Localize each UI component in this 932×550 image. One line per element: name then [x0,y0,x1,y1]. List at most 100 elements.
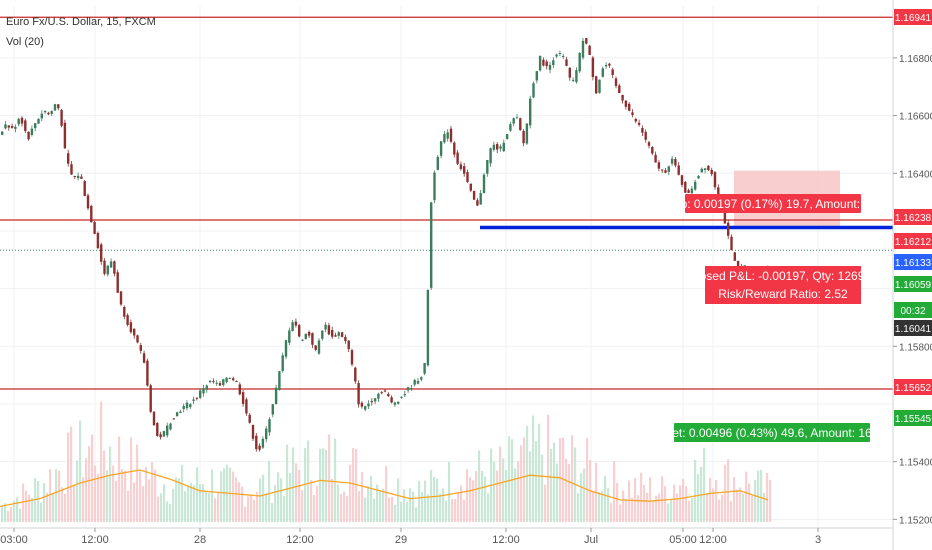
volume-bar [10,507,13,522]
candle-body [67,153,70,164]
symbol-title: Euro Fx/U.S. Dollar, 15, FXCM [6,16,156,28]
candle-body [522,131,525,144]
price-badge [894,410,932,426]
volume-bar [748,483,751,522]
volume-bar [316,486,319,522]
volume-bar [49,469,52,522]
candle-body [278,371,281,391]
volume-bar [268,460,271,522]
candle-body [654,154,657,163]
volume-bar [349,464,352,522]
candle-body [674,158,677,166]
volume-bar [379,491,382,522]
volume-bar [181,464,184,522]
volume-bar [253,499,256,522]
candle-body [93,221,96,234]
candle-body [7,125,10,128]
volume-bar [283,495,286,522]
volume-bar [571,435,574,522]
volume-bar [646,492,649,522]
candle-body [548,64,552,70]
candle-body [185,402,189,409]
candle-body [502,142,505,152]
candle-body [129,322,133,333]
volume-bar [505,469,508,522]
volume-bar [31,497,34,522]
candle-body [192,399,195,401]
price-badge [894,379,932,395]
volume-bar [556,463,559,522]
candle-body [17,118,20,125]
candle-body [472,190,476,200]
volume-bar [160,493,163,522]
candle-body [727,222,730,236]
candle-body [575,70,578,82]
candle-body [60,110,63,126]
volume-bar [16,497,19,522]
volume-bar [325,449,328,522]
candle-body [357,383,360,405]
volume-bar [355,449,358,522]
volume-bar [754,479,757,522]
candle-body [707,165,710,171]
price-badge-text: 1.16041 [895,324,932,335]
volume-bar [598,491,601,522]
candle-body [116,272,119,293]
volume-bar [199,484,202,522]
candle-body [136,335,139,343]
candle-body [96,232,100,249]
candle-body [680,175,684,185]
volume-bar [76,460,79,522]
volume-bar [487,493,490,522]
candle-body [202,388,205,394]
volume-bar [55,469,58,522]
candle-body [324,324,327,330]
candle-body [430,202,433,288]
candle-body [248,414,251,423]
volume-bar [655,495,658,522]
candle-body [410,388,413,390]
volume-bar [391,496,394,522]
volume-bar [736,489,739,522]
candle-body [598,79,601,93]
volume-bar [721,494,724,522]
volume-pane [0,401,772,522]
price-axis-bg [893,0,932,550]
volume-bar [229,467,232,522]
volume-bar [46,492,49,522]
volume-bar [208,492,211,522]
volume-bar [445,500,448,522]
volume-bar [637,495,640,522]
volume-bar [112,465,115,522]
volume-bar [67,432,70,522]
candle-body [123,306,126,317]
candle-body [119,291,123,305]
volume-bar [178,478,181,522]
volume-bar [454,499,457,522]
candle-body [73,175,76,177]
volume-bar [346,496,349,522]
candle-body [535,71,538,81]
candle-body [146,360,149,386]
volume-bar [232,471,235,522]
candle-body [360,402,364,407]
volume-bar [703,447,706,522]
volume-bar [400,501,403,522]
candle-body [20,117,24,124]
volume-bar [25,490,28,522]
volume-bar [481,470,484,522]
volume-bar [169,503,172,522]
time-tick-label: 12:00 [699,534,727,546]
candle-body [331,330,334,337]
candle-body [235,381,238,383]
candle-body [565,59,568,66]
volume-bar [157,496,160,522]
volume-bar [457,492,460,522]
candle-body [218,383,222,386]
horizontal-levels[interactable] [0,16,893,390]
candle-body [225,377,228,383]
candle-body [406,387,410,391]
candle-body [476,200,479,206]
candle-body [542,59,545,66]
